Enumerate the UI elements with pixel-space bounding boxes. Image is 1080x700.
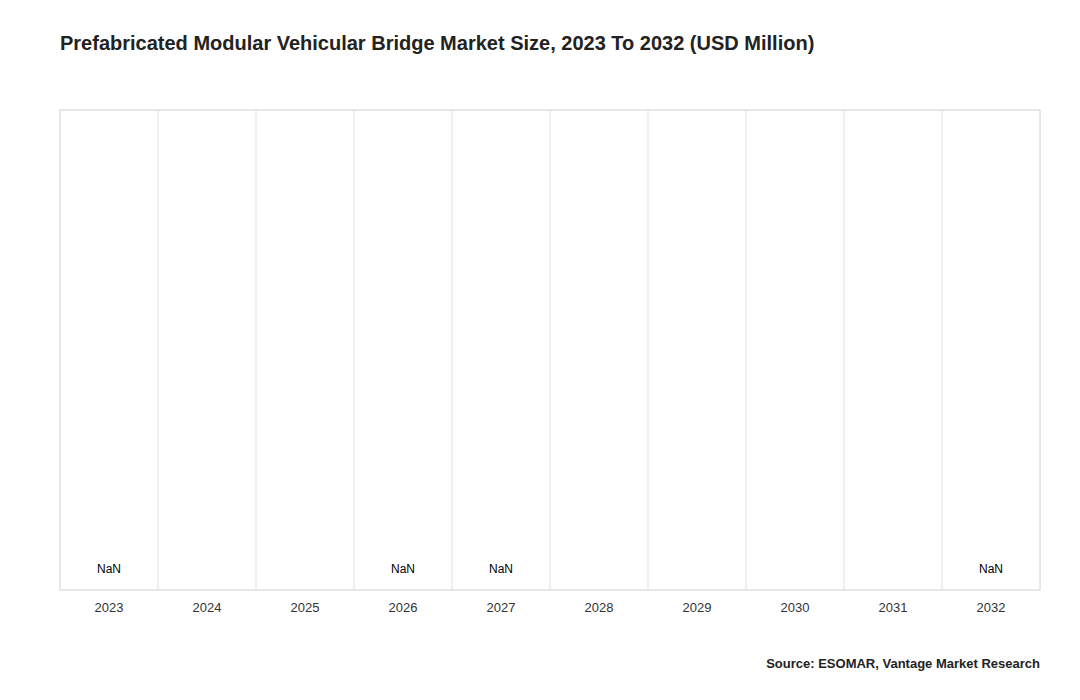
x-tick-label: 2030 [781,600,810,615]
column-divider [158,110,159,590]
x-tick-label: 2026 [389,600,418,615]
annotation: NaN [489,562,513,576]
title: Prefabricated Modular Vehicular Bridge M… [60,32,814,54]
x-tick-label: 2024 [193,600,222,615]
column-divider [354,110,355,590]
x-tick-label: 2029 [683,600,712,615]
column-divider [844,110,845,590]
annotation: NaN [391,562,415,576]
chart: Prefabricated Modular Vehicular Bridge M… [0,0,1080,700]
column-divider [256,110,257,590]
annotation: NaN [97,562,121,576]
x-tick-label: 2025 [291,600,320,615]
column-divider [942,110,943,590]
column-divider [550,110,551,590]
column-divider [452,110,453,590]
plot-frame [60,110,1040,590]
x-tick-label: 2031 [879,600,908,615]
column-divider [746,110,747,590]
x-tick-label: 2023 [95,600,124,615]
x-tick-label: 2032 [977,600,1006,615]
x-tick-label: 2028 [585,600,614,615]
column-divider [648,110,649,590]
x-tick-label: 2027 [487,600,516,615]
source: Source: ESOMAR, Vantage Market Research [766,656,1040,671]
annotation: NaN [979,562,1003,576]
